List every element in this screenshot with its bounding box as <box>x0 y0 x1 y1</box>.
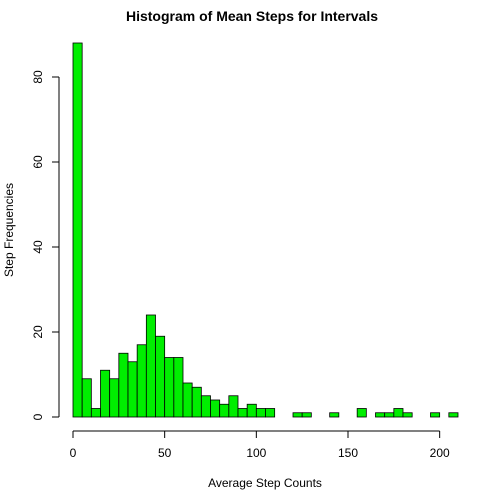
histogram-bar <box>402 412 413 418</box>
x-tick-label: 200 <box>430 446 450 460</box>
histogram-bar <box>191 386 202 418</box>
histogram-bar <box>448 412 459 418</box>
histogram-bar <box>329 412 340 418</box>
histogram-bar <box>255 408 266 418</box>
histogram-bar <box>228 395 239 418</box>
histogram-bar <box>384 412 395 418</box>
bars-group <box>72 42 459 418</box>
histogram-bar <box>72 42 83 418</box>
y-tick-label: 60 <box>31 155 45 169</box>
histogram-bar <box>200 395 211 418</box>
histogram-bar <box>155 335 166 418</box>
histogram-bar <box>109 378 120 418</box>
x-tick-label: 150 <box>338 446 358 460</box>
histogram-bar <box>375 412 386 418</box>
x-axis-label: Average Step Counts <box>208 476 322 490</box>
histogram-bar <box>237 408 248 418</box>
y-tick-label: 20 <box>31 325 45 339</box>
histogram-bar <box>219 403 230 418</box>
histogram-bar <box>173 357 184 418</box>
histogram-bar <box>265 408 276 418</box>
histogram-bar <box>210 399 221 418</box>
histogram-bar <box>118 352 129 418</box>
histogram-bar <box>100 369 111 418</box>
y-tick-label: 80 <box>31 70 45 84</box>
histogram-bar <box>292 412 303 418</box>
histogram-bar <box>90 408 101 418</box>
histogram-bar <box>301 412 312 418</box>
x-axis: 0 50 100 150 200 <box>70 430 450 460</box>
y-tick-label: 0 <box>31 413 45 420</box>
histogram-bar <box>246 403 257 418</box>
chart-title: Histogram of Mean Steps for Intervals <box>126 8 378 24</box>
y-axis-label: Step Frequencies <box>2 183 16 277</box>
histogram-bar <box>145 314 156 418</box>
histogram-bar <box>127 361 138 418</box>
histogram-bar <box>164 357 175 418</box>
histogram-bar <box>136 344 147 418</box>
x-tick-label: 50 <box>158 446 172 460</box>
y-tick-label: 40 <box>31 240 45 254</box>
y-axis: 0 20 40 60 80 <box>31 70 60 420</box>
x-tick-label: 0 <box>70 446 77 460</box>
histogram-bar <box>430 412 441 418</box>
histogram-bar <box>81 378 92 418</box>
histogram-bar <box>356 408 367 418</box>
x-tick-label: 100 <box>246 446 266 460</box>
histogram-bar <box>182 382 193 418</box>
histogram-bar <box>393 408 404 418</box>
